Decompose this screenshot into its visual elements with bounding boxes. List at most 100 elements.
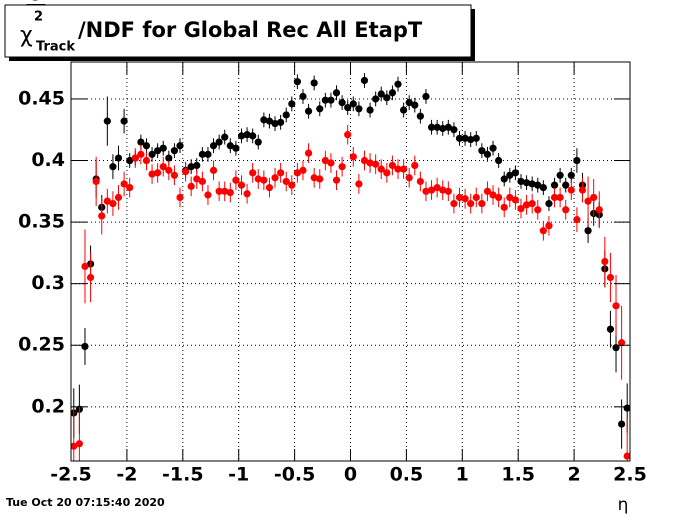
plot-area: [71, 62, 630, 461]
data-point: [383, 169, 391, 177]
data-point: [528, 200, 536, 208]
data-point: [304, 107, 313, 115]
data-point: [495, 156, 503, 165]
data-point: [226, 188, 234, 197]
data-point: [131, 154, 139, 162]
data-point: [109, 163, 117, 171]
data-point: [450, 200, 458, 208]
data-point: [282, 177, 290, 186]
data-point: [349, 153, 357, 161]
data-point: [377, 165, 385, 173]
data-point: [254, 138, 262, 146]
title-subscript: Track: [36, 40, 75, 55]
title-symbol: χ: [20, 23, 33, 48]
data-point: [114, 193, 123, 202]
data-point: [344, 103, 352, 112]
data-point: [360, 76, 369, 85]
data-point: [237, 181, 246, 189]
data-point: [288, 181, 296, 189]
data-point: [120, 117, 128, 125]
data-point: [187, 182, 195, 190]
data-point: [377, 90, 385, 98]
data-point: [550, 181, 559, 189]
data-point: [422, 187, 430, 195]
x-tick-label: 0.5: [390, 464, 424, 486]
data-point: [400, 106, 408, 114]
data-point: [316, 175, 324, 183]
data-point: [405, 99, 413, 107]
data-point: [372, 160, 380, 168]
data-point: [411, 161, 419, 170]
x-tick-label: 1: [456, 464, 469, 486]
data-point: [388, 89, 397, 97]
data-point: [495, 193, 503, 202]
data-point: [170, 147, 179, 155]
data-point: [439, 124, 447, 133]
data-point: [584, 197, 592, 205]
data-point: [114, 154, 123, 162]
timestamp: Tue Oct 20 07:15:40 2020: [6, 496, 165, 509]
data-point: [618, 420, 626, 428]
data-point: [478, 147, 486, 155]
data-point: [260, 176, 268, 184]
data-point: [500, 203, 508, 211]
data-point: [612, 344, 620, 352]
data-point: [567, 186, 575, 194]
data-point: [506, 193, 514, 202]
data-point: [170, 171, 179, 179]
data-point: [148, 170, 156, 178]
data-point: [567, 171, 575, 179]
data-point: [321, 156, 329, 165]
data-point: [159, 163, 167, 171]
y-tick-label: 0.25: [18, 334, 65, 356]
data-point: [618, 339, 626, 347]
data-point: [483, 187, 492, 195]
data-point: [204, 191, 212, 199]
data-point: [237, 132, 246, 140]
data-point: [215, 187, 223, 195]
data-point: [103, 117, 111, 125]
data-point: [148, 150, 156, 158]
data-point: [159, 144, 167, 152]
data-point: [416, 112, 424, 120]
data-point: [86, 273, 95, 282]
y-tick-label: 0.45: [18, 87, 65, 109]
data-point: [277, 169, 285, 177]
data-point: [573, 216, 581, 224]
data-point: [461, 134, 469, 142]
data-point: [321, 96, 329, 104]
y-tick-label: 0.3: [31, 272, 65, 294]
data-point: [606, 273, 615, 282]
data-point: [416, 177, 424, 186]
data-point: [355, 105, 363, 113]
data-point: [181, 168, 190, 176]
data-point: [550, 193, 559, 202]
data-point: [360, 156, 369, 165]
x-tick-label: -1: [228, 464, 249, 486]
data-point: [573, 156, 581, 165]
data-point: [75, 440, 83, 448]
data-point: [293, 169, 301, 177]
data-point: [545, 200, 553, 208]
data-point: [232, 144, 240, 152]
data-point: [332, 89, 341, 97]
data-point: [260, 116, 268, 124]
data-point: [349, 100, 357, 108]
data-point: [193, 175, 201, 183]
data-point: [450, 126, 458, 134]
data-point: [265, 117, 274, 125]
data-point: [461, 195, 469, 203]
data-point: [517, 204, 525, 213]
data-point: [539, 184, 547, 192]
data-point: [154, 147, 162, 155]
data-point: [316, 105, 324, 113]
data-point: [109, 200, 117, 208]
data-point: [528, 180, 536, 188]
data-point: [254, 175, 262, 183]
data-point: [271, 174, 279, 182]
data-point: [142, 156, 151, 165]
title-superscript: 2: [34, 10, 43, 25]
data-point: [198, 150, 206, 158]
data-point: [489, 144, 497, 152]
data-point: [154, 169, 162, 177]
